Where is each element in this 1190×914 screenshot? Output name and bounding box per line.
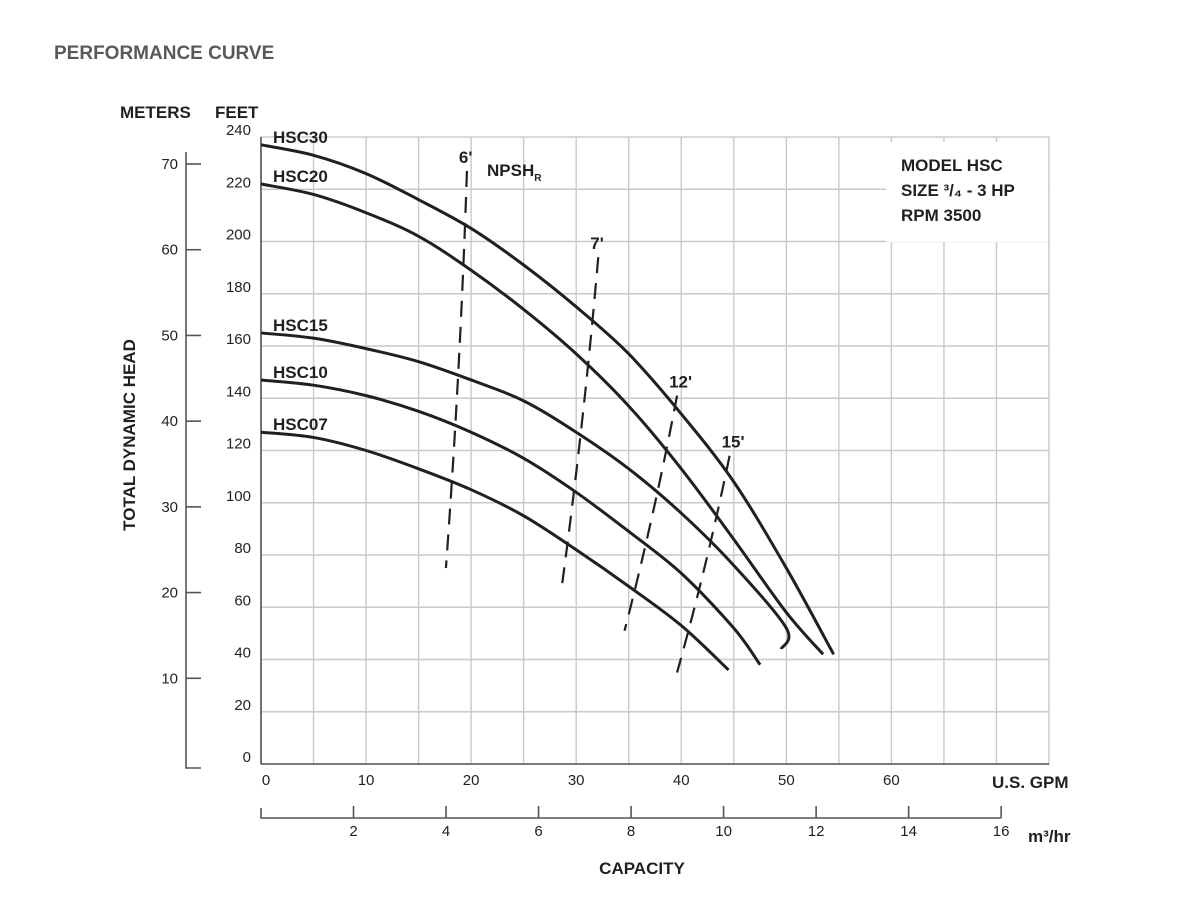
info-rpm: RPM 3500 bbox=[901, 206, 981, 225]
m3hr-tick-label: 8 bbox=[627, 823, 635, 840]
m3hr-tick-label: 6 bbox=[534, 823, 542, 840]
curve-hsc30 bbox=[260, 143, 835, 655]
feet-unit-label: FEET bbox=[215, 103, 259, 122]
feet-tick-label: 20 bbox=[234, 697, 251, 714]
pump-curves: HSC30 HSC20 HSC15 HSC10 HSC07 bbox=[260, 128, 835, 672]
gpm-tick-label: 40 bbox=[673, 772, 690, 789]
meters-tick-label: 30 bbox=[161, 499, 178, 516]
npsh-title-sub: R bbox=[534, 173, 542, 184]
axes bbox=[185, 137, 1049, 819]
feet-tick-label: 160 bbox=[226, 331, 251, 348]
feet-tick-label: 240 bbox=[226, 122, 251, 139]
m3hr-tick-label: 12 bbox=[808, 823, 825, 840]
npsh-line-label: 12' bbox=[669, 373, 692, 392]
meters-axis-line bbox=[185, 152, 201, 769]
m3hr-axis-line bbox=[260, 808, 1002, 819]
gpm-unit-label: U.S. GPM bbox=[992, 773, 1069, 792]
curve-label-hsc07: HSC07 bbox=[273, 415, 328, 434]
npsh-title-text: NPSH bbox=[487, 161, 534, 180]
curve-label-hsc10: HSC10 bbox=[273, 363, 328, 382]
feet-tick-label: 40 bbox=[234, 645, 251, 662]
feet-tick-label: 180 bbox=[226, 279, 251, 296]
meters-unit-label: METERS bbox=[120, 103, 191, 122]
gpm-tick-label: 30 bbox=[568, 772, 585, 789]
m3hr-tick-label: 10 bbox=[715, 823, 732, 840]
gpm-tick-label: 20 bbox=[463, 772, 480, 789]
chart-title: PERFORMANCE CURVE bbox=[54, 43, 274, 64]
tick-labels: 0204060801001201401601802002202401020304… bbox=[161, 122, 1009, 840]
npsh-lines: 6' 7' 12' 15' bbox=[444, 148, 745, 673]
npsh-line bbox=[623, 395, 679, 632]
curve-hsc07 bbox=[260, 430, 730, 672]
y-axis-title: TOTAL DYNAMIC HEAD bbox=[120, 339, 139, 531]
m3hr-tick-label: 14 bbox=[900, 823, 917, 840]
feet-tick-label: 120 bbox=[226, 436, 251, 453]
npsh-line bbox=[560, 257, 600, 590]
meters-tick-label: 10 bbox=[161, 670, 178, 687]
feet-tick-label: 0 bbox=[243, 749, 251, 766]
feet-tick-label: 140 bbox=[226, 383, 251, 400]
gpm-tick-label: 0 bbox=[262, 772, 270, 789]
feet-tick-label: 100 bbox=[226, 488, 251, 505]
m3hr-unit-label: m³/hr bbox=[1028, 827, 1071, 846]
meters-tick-label: 40 bbox=[161, 413, 178, 430]
info-size: SIZE ³/₄ - 3 HP bbox=[901, 181, 1015, 200]
m3hr-tick-label: 4 bbox=[442, 823, 450, 840]
m3hr-tick-label: 2 bbox=[349, 823, 357, 840]
curve-hsc10 bbox=[260, 378, 762, 666]
meters-tick-label: 60 bbox=[161, 242, 178, 259]
curve-label-hsc20: HSC20 bbox=[273, 167, 328, 186]
curve-label-hsc15: HSC15 bbox=[273, 316, 328, 335]
npsh-line-label: 7' bbox=[590, 234, 604, 253]
feet-tick-label: 220 bbox=[226, 174, 251, 191]
npsh-line bbox=[444, 170, 469, 569]
npsh-line-label: 15' bbox=[722, 433, 745, 452]
gpm-tick-label: 50 bbox=[778, 772, 795, 789]
feet-tick-label: 80 bbox=[234, 540, 251, 557]
curve-hsc20 bbox=[260, 182, 825, 656]
npsh-line-label: 6' bbox=[459, 148, 473, 167]
meters-tick-label: 50 bbox=[161, 327, 178, 344]
npsh-line bbox=[676, 455, 731, 673]
x-axis-title: CAPACITY bbox=[599, 859, 685, 878]
feet-tick-label: 200 bbox=[226, 227, 251, 244]
info-box bbox=[886, 142, 1048, 242]
gpm-tick-label: 60 bbox=[883, 772, 900, 789]
curve-hsc15 bbox=[260, 331, 791, 650]
gpm-tick-label: 10 bbox=[358, 772, 375, 789]
meters-tick-label: 70 bbox=[161, 156, 178, 173]
m3hr-tick-label: 16 bbox=[993, 823, 1010, 840]
feet-tick-label: 60 bbox=[234, 592, 251, 609]
curve-label-hsc30: HSC30 bbox=[273, 128, 328, 147]
info-model: MODEL HSC bbox=[901, 156, 1003, 175]
npsh-title: NPSHR bbox=[487, 161, 542, 184]
meters-tick-label: 20 bbox=[161, 585, 178, 602]
